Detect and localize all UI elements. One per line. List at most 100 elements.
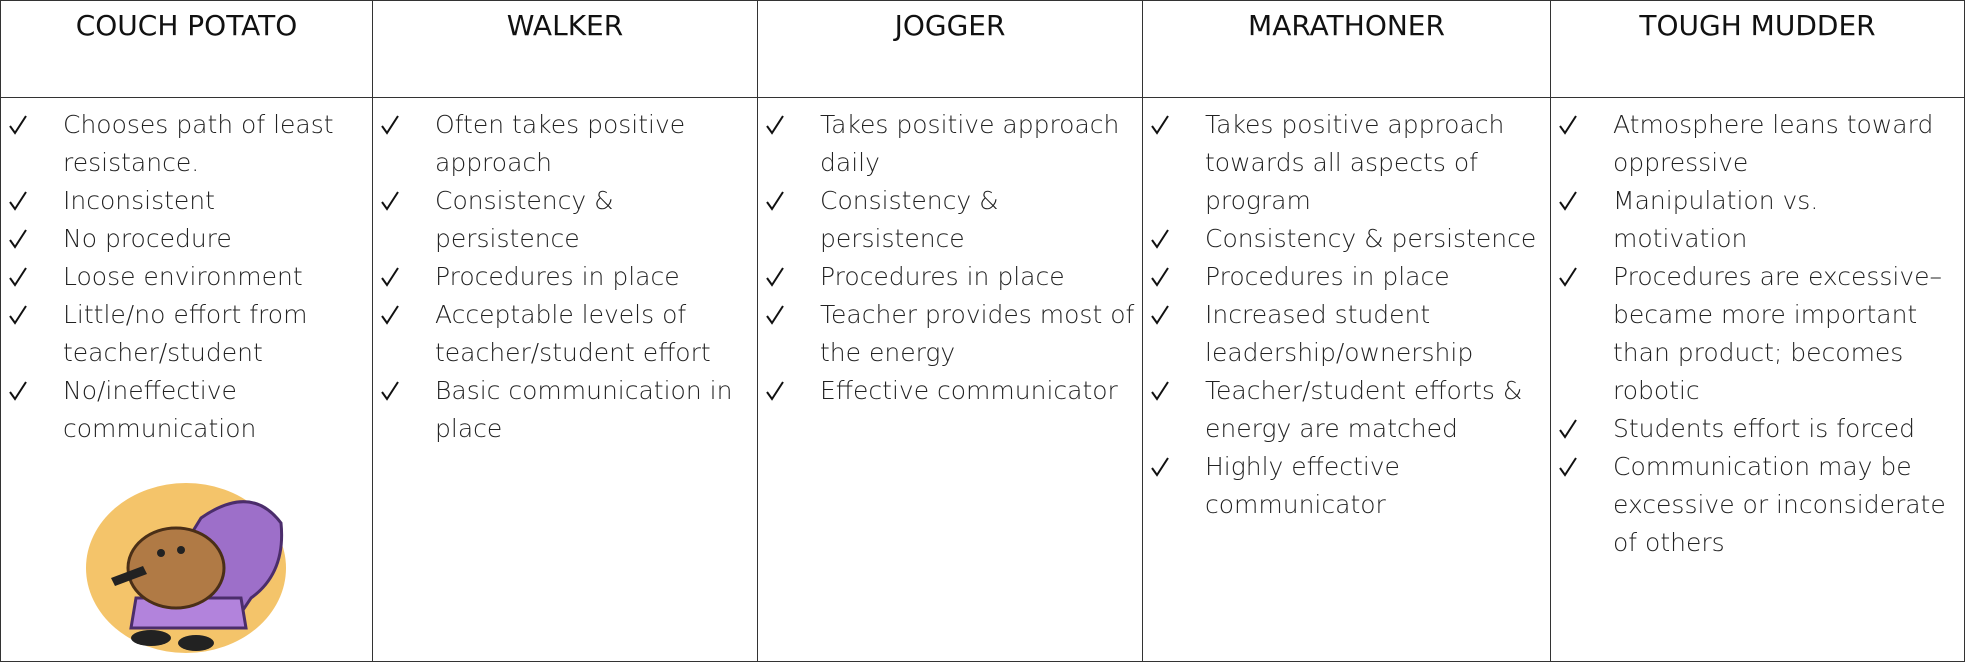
check-mark xyxy=(1151,381,1169,401)
checklist-item: Consistency & persistence xyxy=(1143,220,1544,258)
checklist-item: Atmosphere leans toward oppressive xyxy=(1551,106,1958,182)
item-text: Often takes positive approach xyxy=(435,110,686,177)
check-mark xyxy=(1559,115,1577,135)
checklist-item: Communication may be excessive or incons… xyxy=(1551,448,1958,562)
check-mark xyxy=(9,267,27,287)
item-text: Atmosphere leans toward oppressive xyxy=(1613,110,1934,177)
checklist-item: Procedures in place xyxy=(758,258,1136,296)
checklist-item: Basic communication in place xyxy=(373,372,751,448)
check-mark xyxy=(766,381,784,401)
item-text: Loose environment xyxy=(63,262,303,291)
check-mark xyxy=(766,191,784,211)
item-text: Teacher provides most of the energy xyxy=(820,300,1135,367)
item-text: Takes positive approach towards all aspe… xyxy=(1205,110,1505,215)
check-mark xyxy=(1151,115,1169,135)
checklist: Atmosphere leans toward oppressive Manipu… xyxy=(1551,98,1964,562)
column-cell: Takes positive approach daily Consistency… xyxy=(757,97,1143,662)
checklist-item: Procedures in place xyxy=(1143,258,1544,296)
item-text: Consistency & persistence xyxy=(1205,224,1537,253)
checklist: Often takes positive approach Consistency… xyxy=(373,98,757,448)
check-mark xyxy=(1559,267,1577,287)
item-text: Students effort is forced xyxy=(1613,414,1916,443)
item-text: Consistency & persistence xyxy=(435,186,614,253)
checklist-item: No procedure xyxy=(1,220,366,258)
item-text: Teacher/student efforts & energy are mat… xyxy=(1205,376,1523,443)
check-mark xyxy=(381,305,399,325)
column-header: WALKER xyxy=(372,0,758,98)
item-text: Effective communicator xyxy=(820,376,1118,405)
check-mark xyxy=(1151,229,1169,249)
checklist: Takes positive approach towards all aspe… xyxy=(1143,98,1550,524)
item-text: Basic communication in place xyxy=(435,376,733,443)
checklist-item: Teacher/student efforts & energy are mat… xyxy=(1143,372,1544,448)
item-text: Acceptable levels of teacher/student eff… xyxy=(435,300,711,367)
check-mark xyxy=(9,191,27,211)
item-text: Highly effective communicator xyxy=(1205,452,1400,519)
checklist-item: Inconsistent xyxy=(1,182,366,220)
item-text: Communication may be excessive or incons… xyxy=(1613,452,1946,557)
column-header: TOUGH MUDDER xyxy=(1550,0,1965,98)
checklist-item: Effective communicator xyxy=(758,372,1136,410)
checklist-item: Consistency & persistence xyxy=(373,182,751,258)
check-mark xyxy=(766,267,784,287)
item-text: Takes positive approach daily xyxy=(820,110,1120,177)
checklist-item: Takes positive approach daily xyxy=(758,106,1136,182)
column-header: COUCH POTATO xyxy=(0,0,373,98)
check-mark xyxy=(381,267,399,287)
checklist-item: Students effort is forced xyxy=(1551,410,1958,448)
check-mark xyxy=(1151,267,1169,287)
header-row: COUCH POTATO WALKER JOGGER MARATHONER TOUGH … xyxy=(0,0,1965,98)
checklist-item: Chooses path of least resistance. xyxy=(1,106,366,182)
check-mark xyxy=(381,191,399,211)
checklist-item: Manipulation vs. motivation xyxy=(1551,182,1958,258)
checklist-item: No/ineffective communication xyxy=(1,372,366,448)
column-cell: Often takes positive approach Consistency… xyxy=(372,97,758,662)
check-mark xyxy=(1559,457,1577,477)
check-mark xyxy=(9,229,27,249)
check-mark xyxy=(381,381,399,401)
couch-potato-illustration xyxy=(86,483,286,653)
item-text: Inconsistent xyxy=(63,186,215,215)
checklist-item: Little/no effort from teacher/student xyxy=(1,296,366,372)
check-mark xyxy=(1559,419,1577,439)
column-header: JOGGER xyxy=(757,0,1143,98)
checklist-item: Acceptable levels of teacher/student eff… xyxy=(373,296,751,372)
check-mark xyxy=(766,305,784,325)
item-text: Consistency & persistence xyxy=(820,186,999,253)
item-text: No/ineffective communication xyxy=(63,376,257,443)
checklist-item: Procedures are excessive–became more imp… xyxy=(1551,258,1958,410)
body-row: Chooses path of least resistance. Inconsi… xyxy=(0,97,1965,662)
check-mark xyxy=(1559,191,1577,211)
item-text: Procedures in place xyxy=(820,262,1065,291)
item-text: Procedures are excessive–became more imp… xyxy=(1613,262,1943,405)
item-text: Procedures in place xyxy=(435,262,680,291)
column-cell: Atmosphere leans toward oppressive Manipu… xyxy=(1550,97,1965,662)
checklist-item: Takes positive approach towards all aspe… xyxy=(1143,106,1544,220)
check-mark xyxy=(381,115,399,135)
item-text: Chooses path of least resistance. xyxy=(63,110,334,177)
check-mark xyxy=(1151,305,1169,325)
check-mark xyxy=(9,305,27,325)
checklist-item: Often takes positive approach xyxy=(373,106,751,182)
item-text: Increased student leadership/ownership xyxy=(1205,300,1474,367)
item-text: Little/no effort from teacher/student xyxy=(63,300,308,367)
checklist: Takes positive approach daily Consistency… xyxy=(758,98,1142,410)
check-mark xyxy=(1151,457,1169,477)
column-cell: Takes positive approach towards all aspe… xyxy=(1142,97,1551,662)
checklist-item: Increased student leadership/ownership xyxy=(1143,296,1544,372)
column-cell: Chooses path of least resistance. Inconsi… xyxy=(0,97,373,662)
column-header: MARATHONER xyxy=(1142,0,1551,98)
checklist-item: Teacher provides most of the energy xyxy=(758,296,1136,372)
item-text: No procedure xyxy=(63,224,232,253)
item-text: Manipulation vs. motivation xyxy=(1613,186,1819,253)
checklist-item: Procedures in place xyxy=(373,258,751,296)
check-mark xyxy=(766,115,784,135)
checklist-item: Loose environment xyxy=(1,258,366,296)
check-mark xyxy=(9,115,27,135)
checklist-item: Highly effective communicator xyxy=(1143,448,1544,524)
check-mark xyxy=(9,381,27,401)
item-text: Procedures in place xyxy=(1205,262,1450,291)
checklist: Chooses path of least resistance. Inconsi… xyxy=(1,98,372,448)
